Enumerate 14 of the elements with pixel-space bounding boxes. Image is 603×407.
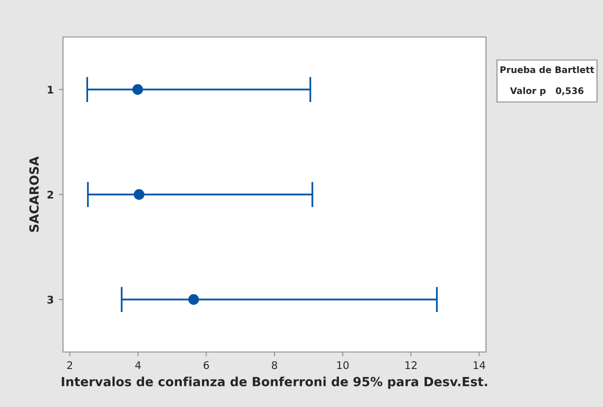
x-axis-title: Intervalos de confianza de Bonferroni de 95% para Desv.Est. (62, 376, 488, 389)
y-tick-label: 1 (48, 86, 54, 94)
x-tick-label: 10 (337, 361, 349, 370)
text: Prueba de Bartlett (500, 66, 594, 74)
y-tick-label: 2 (48, 190, 54, 198)
x-tick-label: 4 (135, 361, 141, 369)
x-tick-label: 12 (405, 361, 417, 369)
x-tick-label: 14 (474, 361, 486, 369)
y-tick-label: 3 (47, 296, 54, 304)
y-axis-title: SACAROSA (29, 156, 39, 232)
x-tick-label: 8 (272, 361, 278, 370)
text: Valor p 0,536 (510, 87, 584, 96)
x-tick-label: 6 (204, 361, 209, 370)
x-tick-label: 2 (67, 361, 72, 369)
